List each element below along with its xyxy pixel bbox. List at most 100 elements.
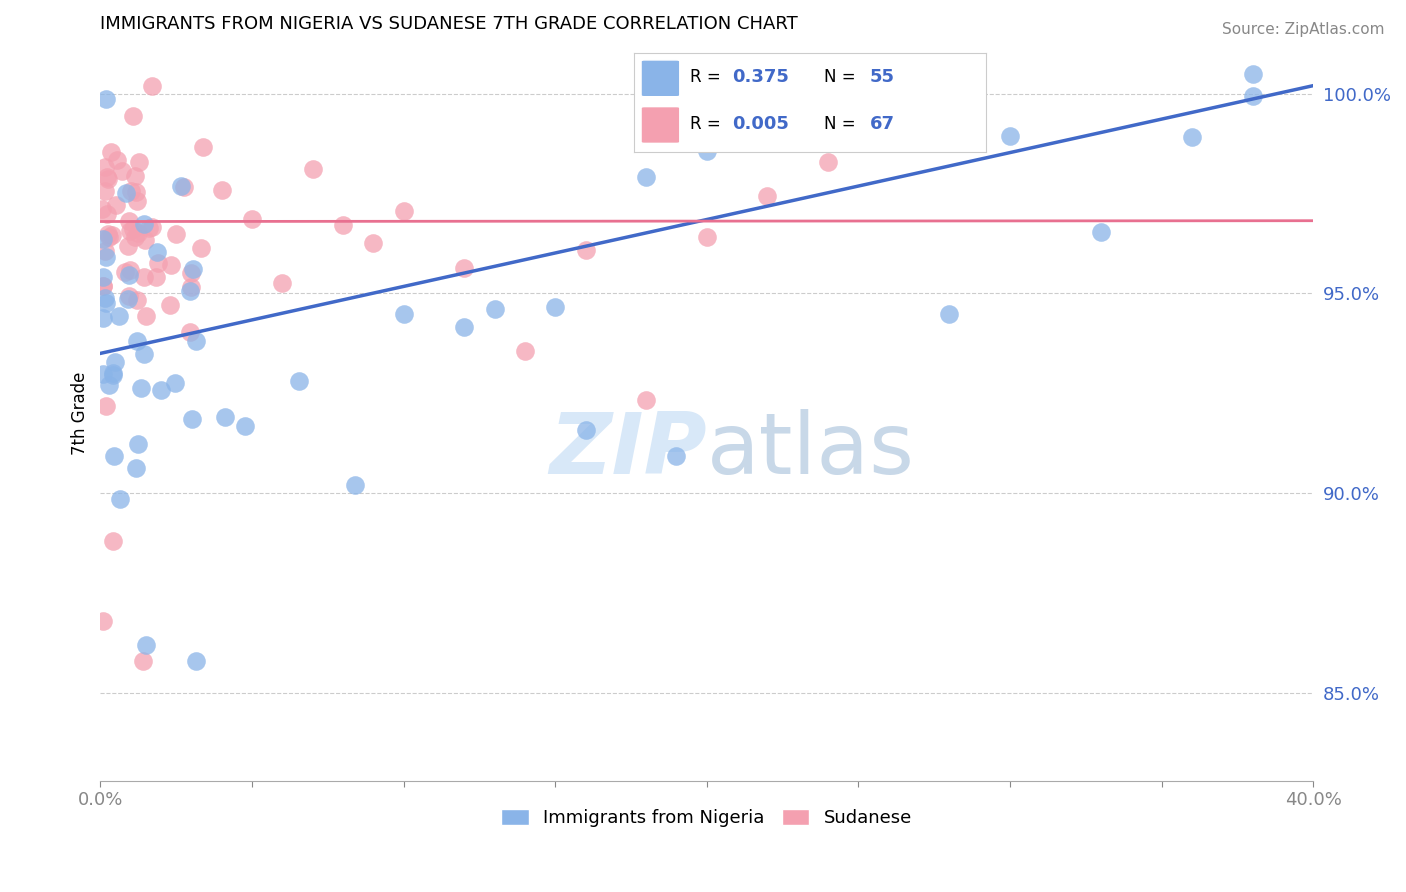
- Point: [165, 376, 187, 391]
- Point: [150, 384, 173, 398]
- Point: [98, 230, 121, 244]
- Point: [453, 319, 475, 334]
- Point: [240, 212, 263, 227]
- Point: [121, 222, 143, 236]
- Point: [103, 449, 125, 463]
- Point: [288, 374, 311, 388]
- Point: [118, 224, 141, 238]
- Point: [91, 278, 114, 293]
- Point: [998, 129, 1021, 144]
- Point: [173, 179, 195, 194]
- Point: [124, 230, 146, 244]
- Point: [1090, 225, 1112, 239]
- Point: [93, 270, 115, 285]
- Point: [453, 261, 475, 276]
- Point: [134, 233, 156, 247]
- Point: [1241, 67, 1264, 81]
- Point: [135, 309, 157, 323]
- Point: [120, 262, 142, 277]
- Point: [94, 92, 117, 106]
- Point: [817, 124, 839, 138]
- Point: [181, 261, 204, 276]
- Point: [97, 377, 120, 392]
- Point: [115, 186, 138, 200]
- Point: [544, 300, 567, 314]
- Point: [817, 154, 839, 169]
- Point: [93, 184, 115, 198]
- Point: [129, 381, 152, 395]
- Point: [696, 230, 718, 244]
- Point: [180, 280, 202, 294]
- Point: [696, 145, 718, 159]
- Point: [101, 228, 124, 243]
- Point: [101, 534, 124, 549]
- Point: [191, 140, 214, 154]
- Point: [184, 654, 207, 668]
- Point: [636, 393, 658, 408]
- Point: [141, 220, 163, 235]
- Point: [938, 306, 960, 320]
- Point: [96, 206, 118, 220]
- Point: [94, 244, 117, 258]
- Y-axis label: 7th Grade: 7th Grade: [72, 372, 89, 455]
- Point: [141, 78, 163, 93]
- Point: [114, 265, 136, 279]
- Point: [93, 232, 115, 246]
- Point: [125, 460, 148, 475]
- Point: [181, 412, 204, 426]
- Point: [117, 238, 139, 252]
- Point: [90, 202, 112, 216]
- Point: [108, 491, 131, 506]
- Point: [1181, 130, 1204, 145]
- Point: [132, 269, 155, 284]
- Point: [665, 449, 688, 463]
- Point: [392, 204, 415, 219]
- Point: [94, 291, 117, 305]
- Point: [127, 194, 149, 209]
- Text: atlas: atlas: [707, 409, 915, 491]
- Point: [104, 355, 127, 369]
- Point: [169, 179, 191, 194]
- Point: [271, 276, 294, 290]
- Point: [117, 292, 139, 306]
- Point: [179, 284, 201, 298]
- Point: [124, 169, 146, 184]
- Point: [104, 198, 127, 212]
- Point: [127, 437, 149, 451]
- Point: [165, 227, 187, 241]
- Point: [97, 171, 120, 186]
- Point: [120, 185, 142, 199]
- Point: [118, 289, 141, 303]
- Point: [138, 221, 160, 235]
- Point: [122, 109, 145, 123]
- Point: [190, 241, 212, 255]
- Point: [1241, 89, 1264, 103]
- Point: [127, 293, 149, 308]
- Point: [103, 368, 125, 383]
- Point: [125, 334, 148, 348]
- Text: IMMIGRANTS FROM NIGERIA VS SUDANESE 7TH GRADE CORRELATION CHART: IMMIGRANTS FROM NIGERIA VS SUDANESE 7TH …: [100, 15, 799, 33]
- Point: [134, 217, 156, 231]
- Point: [146, 245, 169, 260]
- Point: [94, 296, 117, 310]
- Point: [186, 334, 208, 349]
- Point: [93, 311, 115, 326]
- Legend: Immigrants from Nigeria, Sudanese: Immigrants from Nigeria, Sudanese: [502, 809, 912, 827]
- Point: [361, 236, 384, 251]
- Point: [135, 638, 157, 652]
- Point: [513, 343, 536, 358]
- Point: [145, 270, 167, 285]
- Point: [211, 183, 233, 197]
- Point: [108, 309, 131, 323]
- Point: [96, 170, 118, 185]
- Point: [179, 326, 201, 340]
- Point: [94, 250, 117, 264]
- Point: [332, 218, 354, 232]
- Point: [118, 214, 141, 228]
- Point: [877, 114, 900, 128]
- Point: [159, 298, 181, 312]
- Point: [105, 153, 128, 168]
- Point: [97, 227, 120, 242]
- Point: [233, 419, 256, 434]
- Point: [93, 367, 115, 381]
